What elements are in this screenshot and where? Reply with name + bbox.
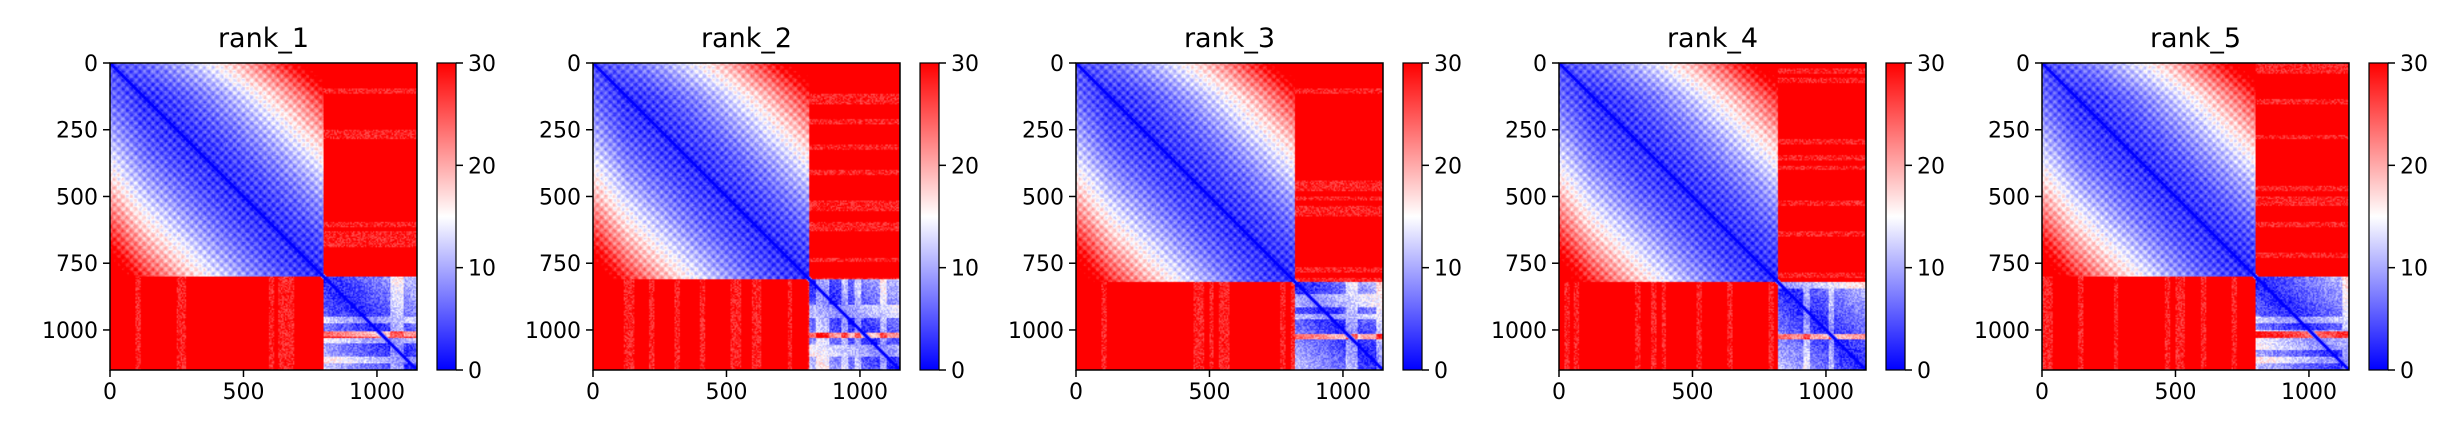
y-tick-label: 250 xyxy=(539,119,581,144)
y-tick-label: 250 xyxy=(1505,119,1547,144)
y-tick-label: 500 xyxy=(1022,185,1064,210)
colorbar xyxy=(436,62,457,371)
colorbar-tick-label: 30 xyxy=(2400,52,2428,77)
colorbar-tick-label: 0 xyxy=(1434,359,1448,384)
heatmap-panel: rank_3 0 500 1000 0 250 500 750 1000 0 10 20 30 xyxy=(1008,23,1462,405)
x-tick-label: 500 xyxy=(2154,380,2196,405)
colorbar-tick-label: 0 xyxy=(468,359,482,384)
colorbar-tick-label: 0 xyxy=(1917,359,1931,384)
x-tick-label: 500 xyxy=(1188,380,1230,405)
x-tick-label: 500 xyxy=(1671,380,1713,405)
colorbar xyxy=(1402,62,1423,371)
x-tick-label: 1000 xyxy=(1315,380,1371,405)
colorbar xyxy=(2368,62,2389,371)
heatmap-image xyxy=(1559,63,1866,370)
x-tick-label: 0 xyxy=(1552,380,1566,405)
heatmap-image xyxy=(110,63,417,370)
colorbar-tick-label: 10 xyxy=(951,257,979,282)
y-tick-label: 1000 xyxy=(1974,319,2030,344)
chart-title: rank_1 xyxy=(218,23,309,54)
colorbar-tick-label: 30 xyxy=(951,52,979,77)
colorbar xyxy=(919,62,940,371)
colorbar-tick-label: 20 xyxy=(951,154,979,179)
y-tick-label: 750 xyxy=(1988,252,2030,277)
heatmap-panel: rank_2 0 500 1000 0 250 500 750 1000 0 10 20 30 xyxy=(525,23,979,405)
plot-frame xyxy=(592,62,901,371)
y-tick-label: 1000 xyxy=(42,319,98,344)
plot-frame xyxy=(1075,62,1384,371)
x-tick-label: 0 xyxy=(2035,380,2049,405)
chart-title: rank_4 xyxy=(1667,23,1758,54)
x-tick-label: 1000 xyxy=(349,380,405,405)
y-tick-label: 500 xyxy=(1988,185,2030,210)
x-tick-label: 0 xyxy=(586,380,600,405)
chart-title: rank_2 xyxy=(701,23,792,54)
y-tick-label: 750 xyxy=(56,252,98,277)
heatmap-image xyxy=(593,63,900,370)
y-tick-label: 750 xyxy=(539,252,581,277)
x-tick-label: 500 xyxy=(705,380,747,405)
colorbar-tick-label: 30 xyxy=(1434,52,1462,77)
colorbar-tick-label: 20 xyxy=(2400,154,2428,179)
y-tick-label: 250 xyxy=(1988,119,2030,144)
y-tick-label: 1000 xyxy=(1008,319,1064,344)
colorbar-tick-label: 10 xyxy=(2400,257,2428,282)
y-tick-label: 750 xyxy=(1022,252,1064,277)
chart-title: rank_3 xyxy=(1184,23,1275,54)
plot-frame xyxy=(2041,62,2350,371)
y-tick-label: 1000 xyxy=(525,319,581,344)
y-tick-label: 250 xyxy=(1022,119,1064,144)
colorbar-tick-label: 10 xyxy=(1434,257,1462,282)
x-tick-label: 0 xyxy=(103,380,117,405)
y-tick-label: 1000 xyxy=(1491,319,1547,344)
colorbar-tick-label: 10 xyxy=(1917,257,1945,282)
y-tick-label: 500 xyxy=(539,185,581,210)
colorbar-tick-label: 0 xyxy=(2400,359,2414,384)
plot-frame xyxy=(1558,62,1867,371)
x-tick-label: 1000 xyxy=(832,380,888,405)
y-tick-label: 500 xyxy=(56,185,98,210)
y-tick-label: 0 xyxy=(84,52,98,77)
x-tick-label: 0 xyxy=(1069,380,1083,405)
y-tick-label: 0 xyxy=(1050,52,1064,77)
y-tick-label: 0 xyxy=(1533,52,1547,77)
y-tick-label: 0 xyxy=(2016,52,2030,77)
plot-frame xyxy=(109,62,418,371)
heatmap-panel: rank_1 0 500 1000 0 250 500 750 1000 0 10 20 30 xyxy=(42,23,496,405)
y-tick-label: 250 xyxy=(56,119,98,144)
heatmap-image xyxy=(2042,63,2349,370)
colorbar-tick-label: 0 xyxy=(951,359,965,384)
colorbar-tick-label: 10 xyxy=(468,257,496,282)
x-tick-label: 500 xyxy=(222,380,264,405)
colorbar xyxy=(1885,62,1906,371)
y-tick-label: 0 xyxy=(567,52,581,77)
chart-title: rank_5 xyxy=(2150,23,2241,54)
x-tick-label: 1000 xyxy=(2281,380,2337,405)
colorbar-tick-label: 20 xyxy=(1434,154,1462,179)
heatmap-panel: rank_4 0 500 1000 0 250 500 750 1000 0 10 20 30 xyxy=(1491,23,1945,405)
colorbar-tick-label: 20 xyxy=(468,154,496,179)
heatmap-image xyxy=(1076,63,1383,370)
heatmap-panel: rank_5 0 500 1000 0 250 500 750 1000 0 10 20 30 xyxy=(1974,23,2428,405)
x-tick-label: 1000 xyxy=(1798,380,1854,405)
colorbar-tick-label: 30 xyxy=(1917,52,1945,77)
colorbar-tick-label: 30 xyxy=(468,52,496,77)
y-tick-label: 750 xyxy=(1505,252,1547,277)
colorbar-tick-label: 20 xyxy=(1917,154,1945,179)
y-tick-label: 500 xyxy=(1505,185,1547,210)
